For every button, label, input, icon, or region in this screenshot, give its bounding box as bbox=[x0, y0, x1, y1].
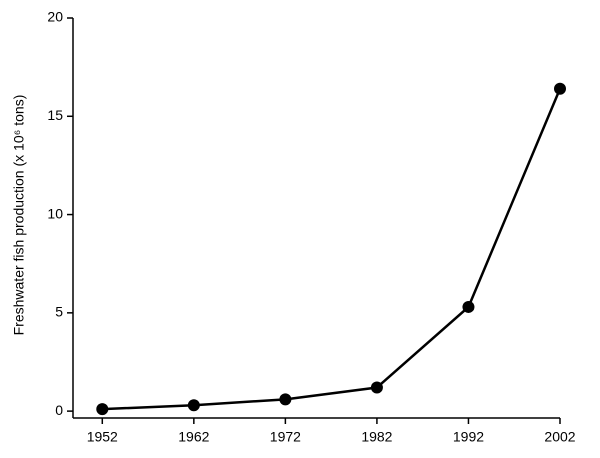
x-tick-label: 2002 bbox=[544, 429, 575, 445]
x-tick-label: 1992 bbox=[453, 429, 484, 445]
x-tick-label: 1962 bbox=[178, 429, 209, 445]
point bbox=[187, 399, 200, 412]
y-tick-label: 5 bbox=[55, 304, 63, 320]
point bbox=[554, 82, 566, 95]
y-axis-label: Freshwater fish production (x 10⁶ tons) bbox=[11, 95, 27, 336]
x-tick-label: 1952 bbox=[87, 429, 118, 445]
point bbox=[96, 403, 109, 416]
point bbox=[370, 381, 383, 394]
y-tick-label: 20 bbox=[47, 9, 63, 25]
point bbox=[462, 300, 475, 313]
x-tick-label: 1972 bbox=[270, 429, 301, 445]
y-tick-label: 0 bbox=[55, 402, 63, 418]
point bbox=[279, 393, 292, 406]
y-tick-label: 10 bbox=[47, 205, 63, 221]
line bbox=[102, 88, 562, 411]
x-tick-label: 1982 bbox=[361, 429, 392, 445]
y-tick-label: 15 bbox=[47, 107, 63, 123]
